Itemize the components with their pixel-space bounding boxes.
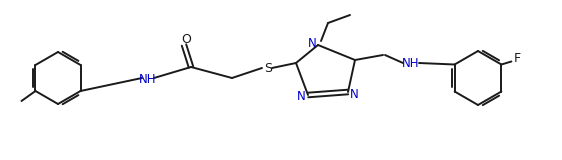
Text: N: N (297, 91, 305, 104)
Text: O: O (181, 32, 191, 45)
Text: NH: NH (139, 72, 157, 85)
Text: F: F (514, 52, 521, 65)
Text: N: N (307, 36, 316, 49)
Text: N: N (350, 88, 359, 100)
Text: S: S (264, 61, 272, 75)
Text: NH: NH (402, 56, 420, 69)
